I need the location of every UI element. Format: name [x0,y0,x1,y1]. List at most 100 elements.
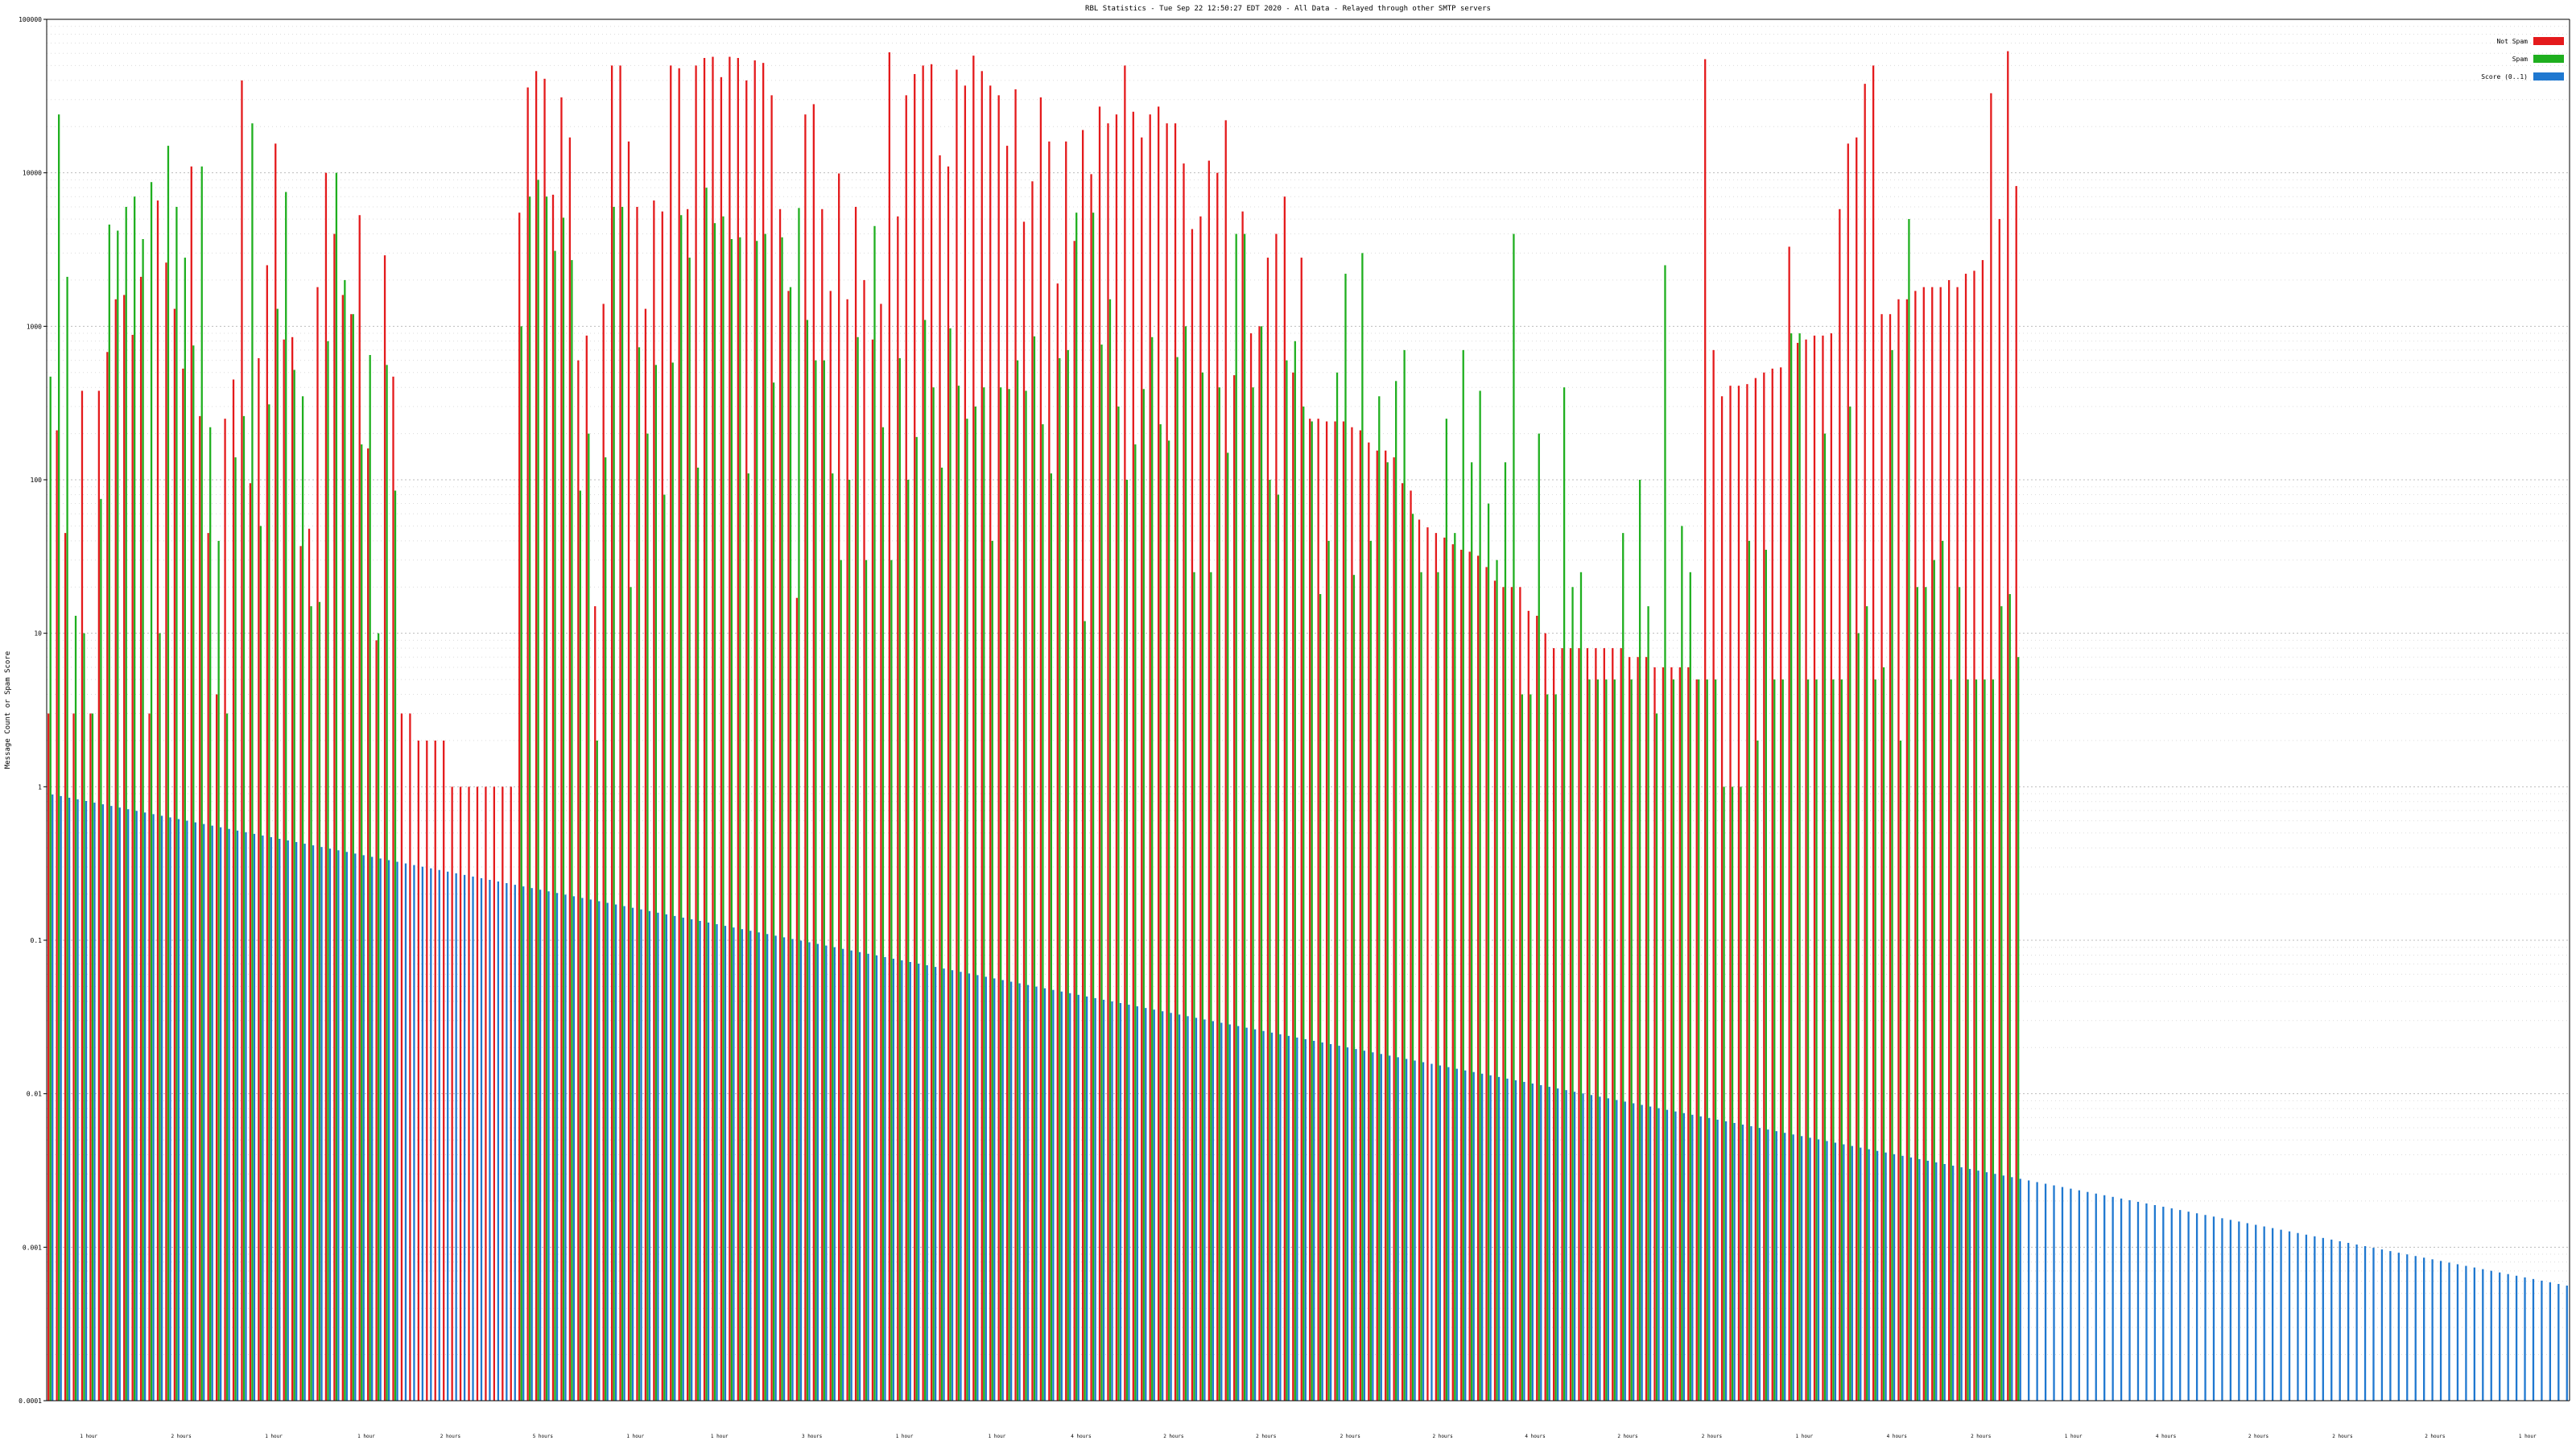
bar-spam [890,559,893,1401]
bar-spam [108,224,110,1401]
bar-score [758,932,760,1401]
bar-not-spam [518,213,521,1401]
bar-not-spam [1376,450,1378,1401]
bar-spam [1790,333,1793,1402]
bar-spam [184,258,186,1401]
bar-not-spam [190,166,192,1402]
bar-score [1860,1147,1862,1401]
bar-score [2499,1272,2501,1401]
bar-spam [1496,559,1498,1401]
bar-score [1935,1162,1938,1401]
bar-spam [915,436,918,1401]
bar-spam [1075,213,1078,1401]
bar-not-spam [1426,527,1429,1401]
bar-spam [1319,593,1322,1401]
bar-score [623,906,625,1401]
bar-spam [1000,387,1002,1401]
bar-not-spam [1947,279,1951,1401]
bar-not-spam [1216,172,1219,1402]
bar-spam [713,223,716,1402]
bar-spam [1479,390,1481,1401]
bar-not-spam [1629,657,1631,1401]
bar-spam [554,250,556,1402]
x-category-label: 2 hours [1432,1434,1453,1439]
bar-not-spam [577,360,580,1401]
bar-spam [1681,526,1683,1401]
bar-spam [1487,503,1490,1401]
bar-spam [1210,572,1212,1402]
bar-not-spam [1292,372,1294,1401]
bar-spam [1992,679,1995,1401]
bar-score [1960,1167,1963,1401]
bar-not-spam [636,206,638,1401]
bar-not-spam [1670,667,1673,1401]
bar-spam [1958,587,1961,1401]
y-tick-label: 0.1 [31,937,43,944]
x-category-label: 2 hours [1256,1434,1277,1439]
bar-score [1977,1170,1979,1401]
bar-not-spam [333,233,336,1402]
bar-spam [1016,360,1019,1401]
bar-score [93,803,96,1401]
bar-not-spam [1612,648,1614,1401]
bar-score [1514,1080,1517,1401]
bar-score [2221,1218,2223,1401]
bar-spam [159,633,161,1401]
bar-spam [881,427,885,1401]
bar-spam [49,376,52,1402]
bar-spam [335,172,338,1402]
bar-score [2187,1212,2190,1401]
bar-spam [705,188,708,1402]
bar-score [2212,1216,2215,1401]
bar-not-spam [964,85,967,1401]
bar-score [2153,1205,2157,1401]
bar-not-spam [551,194,555,1401]
bar-not-spam [1300,258,1302,1401]
bar-not-spam [1435,533,1438,1401]
grid [47,19,2570,1402]
bar-spam [1647,606,1649,1401]
bar-spam [529,196,531,1402]
bar-not-spam [1780,367,1782,1401]
bar-not-spam [249,483,252,1402]
bar-spam [259,526,262,1401]
bar-score [1187,1016,1189,1401]
bar-spam [150,182,153,1401]
bar-not-spam [821,208,824,1401]
bar-spam [318,601,321,1401]
bar-spam [1984,679,1986,1401]
bar-spam [688,258,691,1401]
bar-score [2566,1286,2568,1401]
bar-score [631,907,634,1401]
bar-score [1338,1046,1340,1401]
bar-not-spam [1014,89,1017,1401]
bar-not-spam [1249,333,1253,1402]
bar-score [2128,1199,2131,1401]
bar-spam [1857,633,1860,1401]
bar-not-spam [770,95,773,1401]
bar-score [1909,1157,1913,1401]
bar-not-spam [502,786,504,1401]
bar-not-spam [1939,287,1942,1401]
bar-not-spam [1897,299,1900,1402]
bar-spam [242,415,246,1401]
bar-not-spam [1805,339,1807,1402]
bar-spam [1933,559,1935,1401]
bar-not-spam [510,786,512,1401]
bar-spam [1277,494,1280,1401]
bar-score [2456,1264,2459,1401]
bar-score [1009,981,1013,1401]
bar-score [1439,1065,1442,1401]
bar-score [2414,1256,2417,1401]
x-category-label: 2 hours [2425,1434,2446,1439]
bar-not-spam [1476,555,1480,1402]
bar-score [1321,1042,1323,1401]
bar-spam [1167,440,1170,1401]
bar-score [362,855,365,1401]
bar-spam [1554,694,1557,1401]
bar-score [1809,1137,1811,1401]
bar-score [1792,1134,1794,1401]
bar-score [152,814,155,1401]
bar-score [1170,1013,1172,1401]
bar-not-spam [526,87,529,1402]
